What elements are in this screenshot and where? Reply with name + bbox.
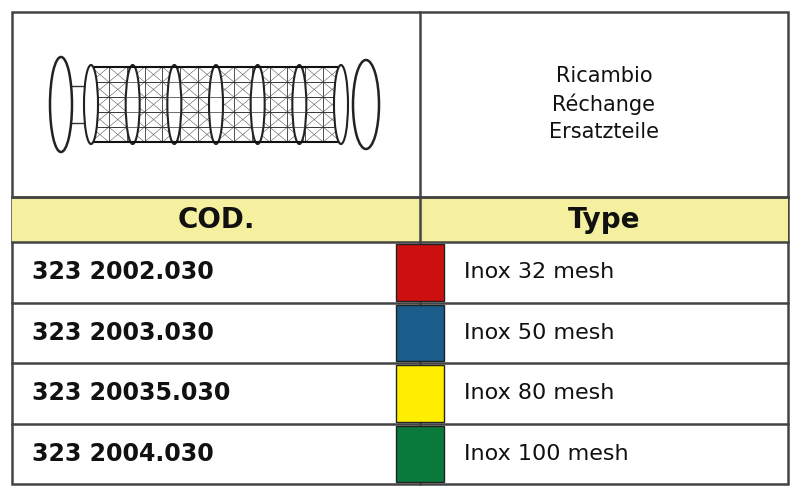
Bar (396, 305, 444, 361)
Bar (91, 67, 341, 142)
Text: Type: Type (568, 205, 640, 234)
Text: Inox 80 mesh: Inox 80 mesh (464, 383, 614, 403)
Text: Inox 32 mesh: Inox 32 mesh (464, 262, 614, 282)
Text: Réchange: Réchange (553, 94, 655, 115)
Text: COD.: COD. (178, 205, 254, 234)
Text: 323 2002.030: 323 2002.030 (32, 260, 214, 284)
Text: 323 2004.030: 323 2004.030 (32, 442, 214, 466)
Ellipse shape (292, 65, 306, 144)
Bar (396, 365, 444, 422)
Text: Inox 100 mesh: Inox 100 mesh (464, 444, 629, 464)
Bar (396, 244, 444, 301)
Ellipse shape (50, 57, 72, 152)
Bar (12, 197, 788, 242)
Text: 323 20035.030: 323 20035.030 (32, 381, 230, 405)
Ellipse shape (334, 65, 348, 144)
Ellipse shape (353, 60, 379, 149)
Text: 323 2003.030: 323 2003.030 (32, 321, 214, 345)
Ellipse shape (209, 65, 223, 144)
Ellipse shape (167, 65, 182, 144)
Text: Ersatzteile: Ersatzteile (549, 123, 659, 142)
Ellipse shape (84, 65, 98, 144)
Text: Inox 50 mesh: Inox 50 mesh (464, 323, 614, 343)
Bar (396, 426, 444, 482)
Ellipse shape (250, 65, 265, 144)
Ellipse shape (126, 65, 140, 144)
Text: Ricambio: Ricambio (556, 66, 652, 86)
